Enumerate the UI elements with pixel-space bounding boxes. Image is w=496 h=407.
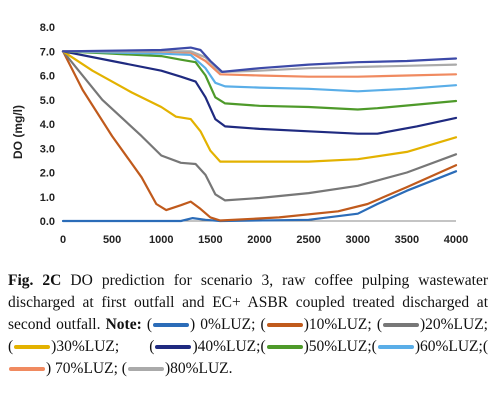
series-line-40pct-luz [61,50,458,135]
legend-swatch-0 [153,323,190,328]
note-label: Note: [105,316,142,333]
figure-label: Fig. 2C [8,272,62,289]
y-tick-label: 7.0 [40,46,55,58]
legend-swatch-60 [377,345,414,350]
legend-swatch-50 [266,345,303,350]
series-line-10pct-luz [61,50,458,222]
chart-axes: 0.0 1.0 2.0 3.0 4.0 5.0 6.0 7.0 8.0 0 500 1000 1500 2… [40,22,469,246]
y-tick-label: 3.0 [40,143,55,155]
legend-swatch-10 [266,323,303,328]
series-line-20pct-luz [61,50,458,202]
y-tick-label: 4.0 [40,119,55,131]
legend-entry-70: () 70%LUZ; [8,338,488,377]
x-tick-label: 2500 [296,234,320,246]
figure-caption: Fig. 2C DO prediction for scenario 3, ra… [8,270,488,380]
do-line-chart: 0.0 1.0 2.0 3.0 4.0 5.0 6.0 7.0 8.0 0 500 1000 1500 2… [11,22,469,246]
x-tick-label: 500 [103,234,121,246]
series-line-unlabeled-9 [61,46,458,73]
series-line-50pct-luz [61,50,458,111]
legend-swatch-20 [382,323,419,328]
y-axis-label: DO (mg/l) [11,105,25,159]
series-line-0pct-luz [61,170,458,223]
legend-swatch-40 [155,345,192,350]
caption-text: DO prediction for scenario 3, raw coffee… [8,272,489,333]
y-tick-label: 1.0 [40,192,55,204]
legend-entry-0: () 0%LUZ; [146,316,256,333]
legend-entry-30: ()30%LUZ; [8,338,120,355]
series-line-30pct-luz [61,50,458,163]
legend-entry-20: ()20%LUZ; [376,316,488,333]
chart-series-layer [61,46,458,223]
x-tick-label: 1500 [198,234,222,246]
y-tick-label: 6.0 [40,71,55,83]
y-tick-label: 5.0 [40,95,55,107]
x-tick-label: 4000 [444,234,468,246]
legend-swatch-80 [127,367,164,372]
x-tick-label: 2000 [247,234,271,246]
x-tick-label: 3000 [346,234,370,246]
legend-entry-50: ()50%LUZ; [260,338,372,355]
legend-entry-10: ()10%LUZ; [260,316,372,333]
legend-entry-40: ()40%LUZ; [149,338,261,355]
legend-entry-80: ()80%LUZ. [121,360,233,377]
y-tick-label: 8.0 [40,22,55,34]
legend-entry-60: ()60%LUZ; [371,338,483,355]
y-tick-label: 0.0 [40,216,55,228]
series-line-60pct-luz [61,50,458,93]
x-tick-label: 0 [60,234,66,246]
y-tick-label: 2.0 [40,168,55,180]
x-tick-label: 1000 [149,234,173,246]
x-tick-label: 3500 [395,234,419,246]
legend-swatch-30 [14,345,51,350]
legend-swatch-70 [9,367,45,372]
